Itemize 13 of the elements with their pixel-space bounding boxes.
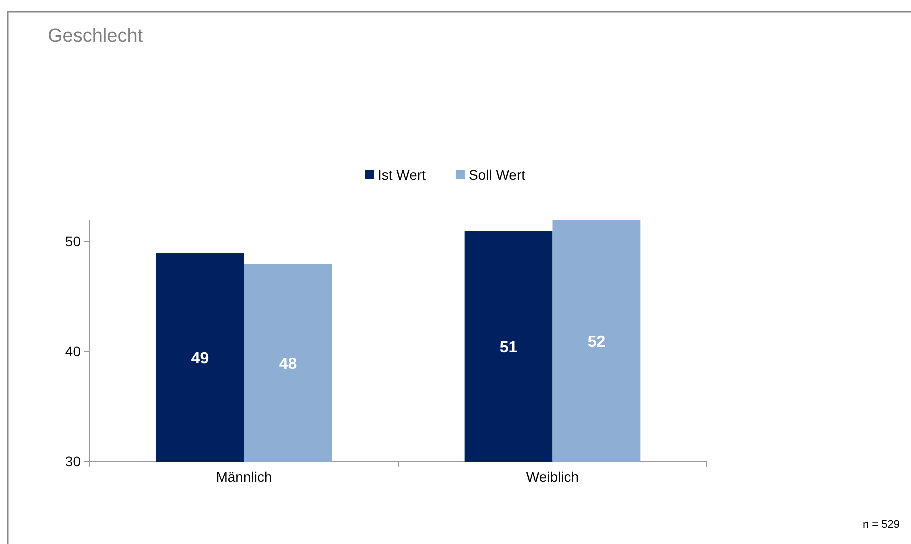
data-label: 49 bbox=[191, 350, 210, 368]
y-tick-label: 40 bbox=[65, 343, 82, 360]
x-tick-label: Weiblich bbox=[526, 468, 580, 485]
y-tick-label: 30 bbox=[65, 453, 82, 470]
legend-label: Soll Wert bbox=[468, 167, 526, 183]
data-label: 51 bbox=[500, 340, 518, 356]
x-tick-label: Männlich bbox=[216, 468, 272, 485]
y-tick-label: 50 bbox=[65, 233, 82, 250]
data-label: 52 bbox=[588, 334, 606, 351]
legend-label: Ist Wert bbox=[378, 167, 426, 183]
chart-title: Geschlecht bbox=[48, 26, 144, 47]
data-label: 48 bbox=[279, 356, 298, 373]
text: n = 529 bbox=[862, 519, 900, 531]
